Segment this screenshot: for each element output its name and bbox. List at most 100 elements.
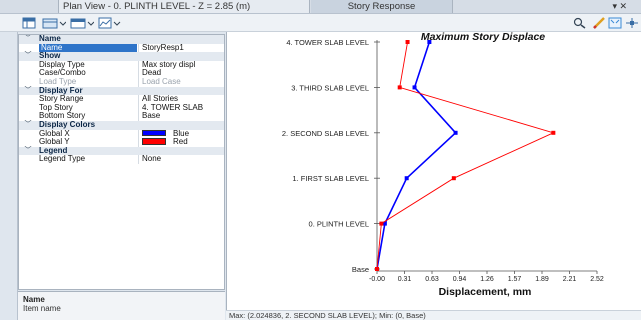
property-key: Bottom Story xyxy=(39,112,86,121)
property-grid[interactable]: ﹀ Name Name StoryResp1 ﹀ Show Display Type Max … xyxy=(18,34,225,290)
property-value[interactable]: Red xyxy=(138,138,224,147)
property-value[interactable]: Max story displ xyxy=(138,60,224,70)
property-row[interactable]: Global X Blue xyxy=(19,129,224,139)
x-axis-label: Displacement, mm xyxy=(439,286,532,298)
property-key: Display Colors xyxy=(39,120,96,129)
zoom-icon[interactable] xyxy=(573,17,587,29)
displacement-chart: Maximum Story Displace Base 0. PLINTH LEVE… xyxy=(282,32,604,298)
property-value[interactable]: All Stories xyxy=(138,95,224,104)
series-point xyxy=(382,221,387,226)
x-tick-label: -0.00 xyxy=(369,276,385,283)
series-point xyxy=(412,85,417,90)
property-key: Name xyxy=(39,43,137,53)
property-key: Display Type xyxy=(39,60,85,69)
tab-story-response[interactable]: Story Response xyxy=(311,0,453,13)
y-tick-label: 1. FIRST SLAB LEVEL xyxy=(292,174,369,183)
series-point xyxy=(451,176,456,181)
y-tick-label: 4. TOWER SLAB LEVEL xyxy=(286,38,369,47)
property-key: Legend xyxy=(39,146,68,155)
property-row[interactable]: Story Range All Stories xyxy=(19,95,224,104)
property-description: Name Item name xyxy=(18,291,225,320)
property-key: Story Range xyxy=(39,95,84,104)
property-category[interactable]: ﹀ Display For xyxy=(19,86,224,96)
collapse-chevron-icon[interactable]: ﹀ xyxy=(24,35,32,42)
series-point xyxy=(405,40,410,44)
property-value[interactable]: StoryResp1 xyxy=(138,43,224,53)
x-tick-label: 1.57 xyxy=(508,276,522,283)
collapse-chevron-icon[interactable]: ﹀ xyxy=(24,86,32,94)
property-key: Load Type xyxy=(39,77,77,86)
property-key: Global Y xyxy=(39,138,70,147)
property-category[interactable]: ﹀ Legend xyxy=(19,146,224,156)
description-text: Item name xyxy=(23,304,61,313)
property-key: Case/Combo xyxy=(39,69,86,78)
pencil-icon[interactable] xyxy=(592,17,606,29)
columns-icon[interactable] xyxy=(70,17,94,29)
x-tick-label: 2.21 xyxy=(563,276,577,283)
property-row[interactable]: Top Story 4. TOWER SLAB xyxy=(19,103,224,113)
property-key: Display For xyxy=(39,86,83,95)
property-key: Show xyxy=(39,52,61,61)
property-row[interactable]: Bottom Story Base xyxy=(19,112,224,121)
export-icon[interactable] xyxy=(42,17,66,29)
property-row[interactable]: Global Y Red xyxy=(19,138,224,147)
property-row[interactable]: Legend Type None xyxy=(19,155,224,164)
left-vertical-strip xyxy=(0,32,18,320)
property-key: Top Story xyxy=(39,103,73,112)
x-tick-label: 0.63 xyxy=(425,276,439,283)
collapse-chevron-icon[interactable]: ﹀ xyxy=(24,52,32,60)
y-tick-label: 3. THIRD SLAB LEVEL xyxy=(291,83,369,92)
property-key: Name xyxy=(39,35,61,43)
story-response-plot[interactable]: Maximum Story Displace Base 0. PLINTH LEVE… xyxy=(226,32,641,310)
series-point xyxy=(404,176,409,181)
chart-title: Maximum Story Displace xyxy=(421,32,545,43)
series-line xyxy=(376,41,457,270)
property-key: Legend Type xyxy=(39,155,86,164)
property-row[interactable]: Load Type Load Case xyxy=(19,77,224,87)
color-name: Red xyxy=(173,138,188,147)
color-swatch[interactable] xyxy=(142,129,166,137)
series-point xyxy=(427,40,432,44)
series-point xyxy=(551,130,556,135)
property-value[interactable]: Base xyxy=(138,112,224,121)
graph-icon[interactable] xyxy=(98,17,122,29)
property-value[interactable]: Dead xyxy=(138,69,224,78)
x-tick-label: 2.52 xyxy=(590,276,604,283)
property-row[interactable]: Name StoryResp1 xyxy=(19,43,224,53)
toolbar xyxy=(0,14,641,32)
x-tick-label: 1.89 xyxy=(535,276,549,283)
property-row[interactable]: Case/Combo Dead xyxy=(19,69,224,78)
property-value[interactable]: None xyxy=(138,155,224,164)
property-category[interactable]: ﹀ Show xyxy=(19,52,224,61)
color-swatch[interactable] xyxy=(142,138,166,145)
series-point xyxy=(453,130,458,135)
collapse-chevron-icon[interactable]: ﹀ xyxy=(24,120,32,128)
fit-icon[interactable] xyxy=(608,17,622,29)
property-value[interactable]: Load Case xyxy=(138,77,224,87)
series-point xyxy=(379,221,384,226)
series-point xyxy=(375,267,379,271)
property-value[interactable]: 4. TOWER SLAB xyxy=(138,103,224,113)
y-tick-label: 0. PLINTH LEVEL xyxy=(309,220,369,229)
document-tab-strip: Plan View - 0. PLINTH LEVEL - Z = 2.85 (… xyxy=(0,0,641,14)
property-category[interactable]: ﹀ Display Colors xyxy=(19,120,224,130)
property-value[interactable]: Blue xyxy=(138,129,224,139)
y-tick-label: Base xyxy=(352,265,369,274)
collapse-chevron-icon[interactable]: ﹀ xyxy=(24,146,32,154)
table-icon[interactable] xyxy=(22,17,36,29)
status-bar: Max: (2.024836, 2. SECOND SLAB LEVEL); M… xyxy=(226,310,641,320)
x-tick-label: 0.94 xyxy=(453,276,467,283)
color-name: Blue xyxy=(173,129,190,138)
description-title: Name xyxy=(23,295,45,304)
property-category[interactable]: ﹀ Name xyxy=(19,35,224,44)
y-tick-label: 2. SECOND SLAB LEVEL xyxy=(282,129,369,138)
tab-plan-view[interactable]: Plan View - 0. PLINTH LEVEL - Z = 2.85 (… xyxy=(58,0,310,13)
pan-icon[interactable] xyxy=(625,17,639,29)
tab-controls[interactable]: ▾ ✕ xyxy=(612,1,627,11)
property-row[interactable]: Display Type Max story displ xyxy=(19,60,224,70)
x-tick-label: 0.31 xyxy=(398,276,412,283)
x-tick-label: 1.26 xyxy=(480,276,494,283)
series-point xyxy=(397,85,402,90)
series-line xyxy=(376,41,555,270)
